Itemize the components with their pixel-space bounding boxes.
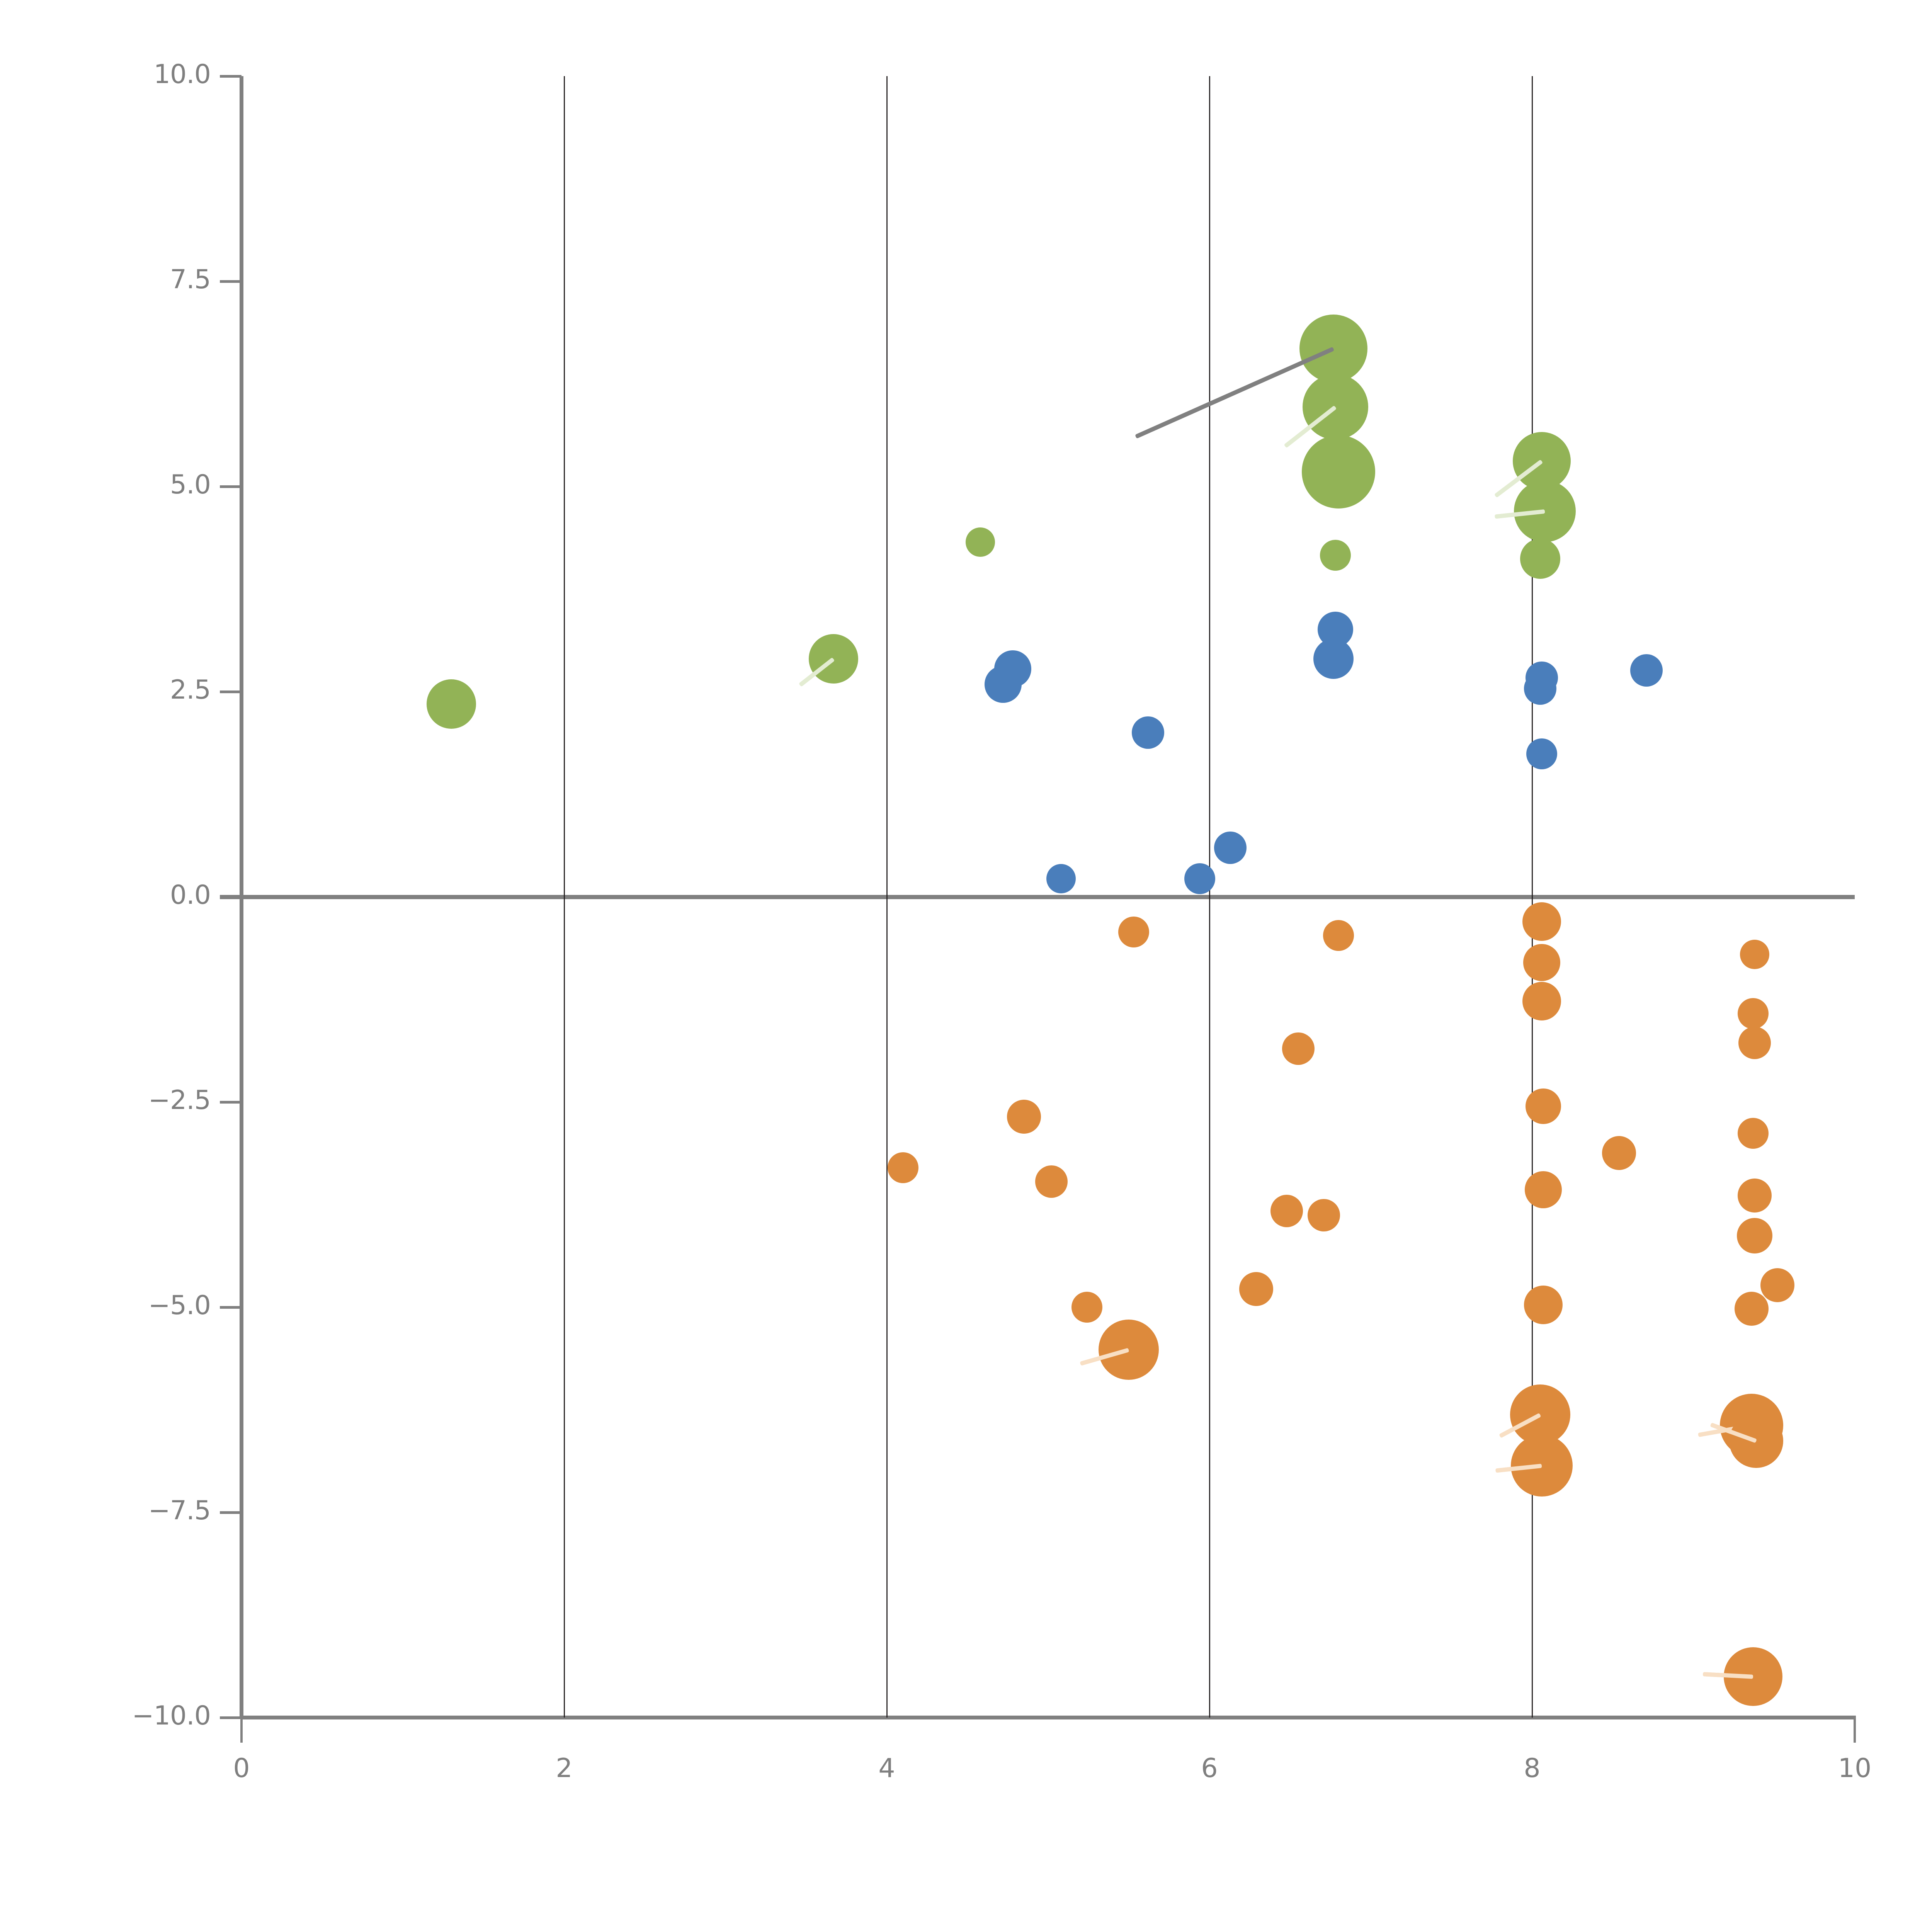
scatter-point-blue-9[interactable]: [1046, 864, 1076, 894]
scatter-point-orange-7[interactable]: [1738, 1027, 1771, 1060]
scatter-point-blue-1[interactable]: [984, 665, 1022, 703]
scatter-point-green-9[interactable]: [1520, 538, 1560, 579]
scatter-point-blue-4[interactable]: [1313, 639, 1354, 679]
x-tick-label-2: 4: [878, 1753, 895, 1784]
scatter-point-blue-2[interactable]: [1132, 716, 1165, 749]
scatter-point-orange-29[interactable]: [1729, 1414, 1784, 1468]
scatter-point-orange-19[interactable]: [1737, 1218, 1773, 1254]
scatter-point-green-5[interactable]: [1302, 435, 1375, 509]
scatter-point-orange-18[interactable]: [1308, 1199, 1340, 1232]
y-tick-label-4: 0.0: [170, 880, 211, 910]
scatter-point-green-0[interactable]: [426, 679, 476, 729]
y-tick-label-8: −10.0: [132, 1701, 211, 1731]
scatter-point-orange-24[interactable]: [1734, 1292, 1769, 1326]
scatter-point-orange-8[interactable]: [1282, 1032, 1315, 1065]
scatter-point-orange-0[interactable]: [1118, 917, 1149, 948]
x-axis-spine: [242, 1716, 1855, 1719]
scatter-point-orange-9[interactable]: [1526, 1088, 1561, 1124]
scatter-point-orange-11[interactable]: [1737, 1117, 1769, 1149]
scatter-point-orange-4[interactable]: [1522, 981, 1561, 1020]
y-tick-mark-1: [220, 280, 242, 283]
y-tick-mark-2: [220, 485, 242, 488]
y-tick-label-1: 7.5: [170, 264, 211, 295]
x-tick-label-0: 0: [233, 1753, 250, 1784]
scatter-point-orange-6[interactable]: [1737, 998, 1769, 1029]
scatter-point-orange-3[interactable]: [1523, 944, 1561, 981]
y-tick-label-7: −7.5: [148, 1495, 211, 1526]
scatter-point-orange-14[interactable]: [1035, 1165, 1068, 1198]
scatter-point-blue-8[interactable]: [1630, 654, 1663, 687]
scatter-point-orange-10[interactable]: [1007, 1100, 1041, 1134]
scatter-point-blue-6[interactable]: [1524, 672, 1556, 705]
y-tick-label-6: −5.0: [148, 1290, 211, 1321]
scatter-point-orange-21[interactable]: [1239, 1272, 1274, 1306]
scatter-point-orange-23[interactable]: [1524, 1285, 1563, 1324]
y-tick-label-3: 2.5: [170, 675, 211, 705]
scatter-point-green-6[interactable]: [1320, 540, 1351, 571]
plot-area: [242, 76, 1855, 1718]
y-tick-mark-7: [220, 1511, 242, 1514]
scatter-point-orange-20[interactable]: [1760, 1268, 1794, 1302]
scatter-point-orange-17[interactable]: [1270, 1195, 1303, 1228]
zero-reference-line: [220, 895, 1855, 899]
x-tick-label-4: 8: [1524, 1753, 1541, 1784]
gridline-x-4: [886, 76, 888, 1718]
gridline-x-8: [1532, 76, 1533, 1718]
gridline-x-2: [564, 76, 565, 1718]
gridline-x-6: [1209, 76, 1210, 1718]
y-tick-mark-8: [220, 1716, 242, 1719]
scatter-point-orange-12[interactable]: [1602, 1136, 1636, 1170]
scatter-point-orange-13[interactable]: [887, 1152, 918, 1183]
y-tick-mark-6: [220, 1306, 242, 1309]
x-axis-left-tick: [240, 1716, 243, 1743]
scatter-point-blue-11[interactable]: [1214, 831, 1247, 864]
scatter-point-orange-1[interactable]: [1323, 920, 1354, 951]
scatter-point-orange-5[interactable]: [1740, 939, 1770, 969]
y-tick-label-2: 5.0: [170, 469, 211, 500]
scatter-point-blue-10[interactable]: [1184, 863, 1215, 895]
x-tick-label-5: 10: [1838, 1753, 1872, 1784]
scatter-point-orange-16[interactable]: [1738, 1179, 1772, 1213]
scatter-point-green-3[interactable]: [1299, 315, 1368, 383]
scatter-point-orange-22[interactable]: [1071, 1292, 1102, 1323]
scatter-point-blue-7[interactable]: [1526, 738, 1558, 770]
scatter-point-orange-2[interactable]: [1522, 902, 1561, 941]
scatter-point-green-2[interactable]: [966, 527, 995, 557]
y-tick-mark-5: [220, 1101, 242, 1104]
x-tick-label-3: 6: [1201, 1753, 1218, 1784]
x-axis-right-tick: [1854, 1716, 1856, 1743]
y-tick-mark-3: [220, 690, 242, 693]
y-tick-label-5: −2.5: [148, 1085, 211, 1116]
scatter-point-orange-15[interactable]: [1525, 1171, 1562, 1209]
y-tick-label-0: 10.0: [153, 59, 211, 90]
y-tick-mark-0: [220, 75, 242, 78]
x-tick-label-1: 2: [556, 1753, 573, 1784]
